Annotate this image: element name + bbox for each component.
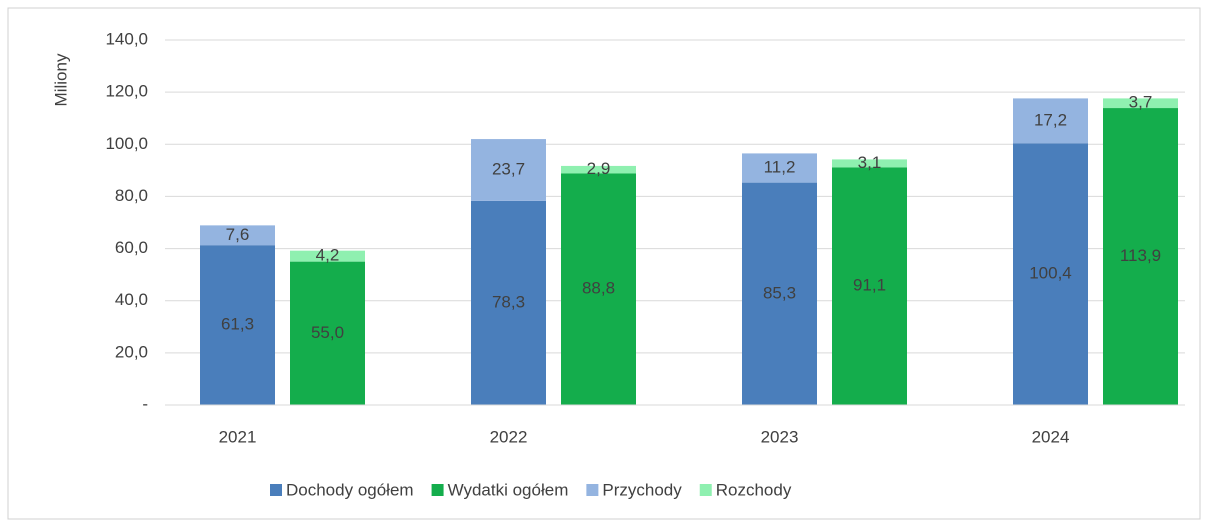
y-tick-label: - bbox=[142, 394, 148, 413]
bar-segment bbox=[1013, 98, 1088, 144]
data-label: 7,6 bbox=[226, 225, 250, 244]
y-tick-label: 40,0 bbox=[115, 290, 148, 309]
y-tick-label: 140,0 bbox=[105, 29, 148, 48]
data-label: 11,2 bbox=[764, 157, 796, 176]
legend-swatch bbox=[431, 484, 444, 496]
legend-label: Dochody ogółem bbox=[286, 480, 414, 499]
y-tick-label: 80,0 bbox=[115, 186, 148, 205]
data-label: 78,3 bbox=[492, 292, 525, 311]
legend-label: Przychody bbox=[602, 480, 682, 499]
y-tick-label: 20,0 bbox=[115, 342, 148, 361]
y-tick-label: 60,0 bbox=[115, 238, 148, 257]
x-tick-label: 2022 bbox=[490, 427, 528, 446]
data-label: 3,7 bbox=[1129, 93, 1153, 112]
legend-swatch bbox=[270, 484, 282, 496]
chart-border bbox=[7, 7, 1201, 520]
data-label: 113,9 bbox=[1120, 246, 1161, 265]
y-tick-label: 100,0 bbox=[105, 134, 148, 153]
data-label: 88,8 bbox=[582, 279, 615, 298]
data-label: 85,3 bbox=[763, 283, 796, 302]
bar-segment bbox=[290, 261, 365, 405]
data-label: 4,2 bbox=[316, 246, 340, 265]
bar-segment bbox=[1103, 108, 1178, 406]
y-tick-label: 120,0 bbox=[105, 82, 148, 101]
bar-segment bbox=[832, 159, 907, 168]
bar-segment bbox=[742, 153, 817, 183]
data-label: 61,3 bbox=[221, 315, 254, 334]
data-label: 17,2 bbox=[1034, 110, 1067, 129]
legend-label: Rozchody bbox=[716, 480, 792, 499]
y-axis-label: Miliony bbox=[51, 53, 70, 106]
legend-swatch bbox=[586, 484, 599, 496]
data-label: 23,7 bbox=[492, 159, 525, 178]
bar-segment bbox=[290, 250, 365, 262]
data-label: 3,1 bbox=[858, 153, 882, 172]
legend-swatch bbox=[699, 484, 712, 496]
data-label: 91,1 bbox=[853, 276, 886, 295]
bar-segment bbox=[832, 167, 907, 405]
bar-segment bbox=[742, 182, 817, 405]
bar-segment bbox=[471, 200, 546, 405]
bar-segment bbox=[561, 173, 636, 405]
data-label: 100,4 bbox=[1029, 264, 1072, 283]
bar-segment bbox=[200, 225, 275, 246]
data-label: 55,0 bbox=[311, 323, 344, 342]
bar-segment bbox=[561, 165, 636, 174]
x-tick-label: 2024 bbox=[1032, 427, 1070, 446]
bar-segment bbox=[200, 245, 275, 405]
data-label: 2,9 bbox=[587, 159, 611, 178]
x-tick-label: 2023 bbox=[761, 427, 799, 446]
bar-segment bbox=[471, 139, 546, 201]
x-tick-label: 2021 bbox=[219, 427, 257, 446]
bar-segment bbox=[1103, 98, 1178, 109]
bar-segment bbox=[1013, 143, 1088, 405]
legend-label: Wydatki ogółem bbox=[448, 480, 569, 499]
